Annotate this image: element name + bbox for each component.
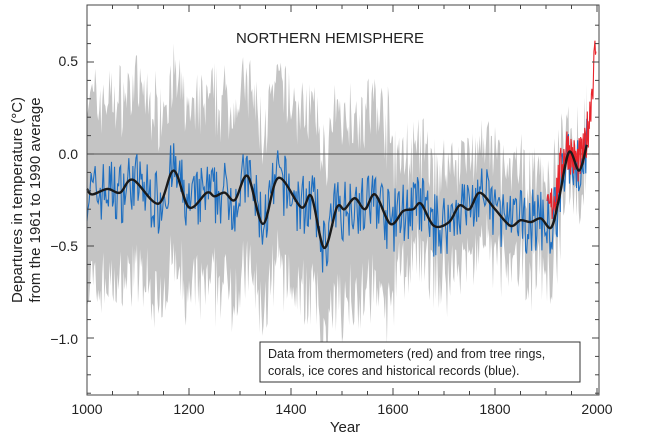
x-tick-label: 1200 [173, 401, 204, 417]
annotation-box: Data from thermometers (red) and from tr… [259, 341, 581, 383]
x-tick-label: 1800 [479, 401, 510, 417]
y-tick-label: −1.0 [50, 331, 78, 347]
y-tick-label: 0.0 [59, 146, 79, 162]
x-tick-label: 2000 [581, 401, 612, 417]
chart-title: NORTHERN HEMISPHERE [236, 30, 424, 47]
x-axis-label: Year [330, 419, 360, 436]
plot-frame [86, 4, 600, 396]
y-tick-label: 0.5 [59, 53, 79, 69]
annotation-line-2: corals, ice cores and historical records… [268, 364, 520, 378]
annotation-line-1: Data from thermometers (red) and from tr… [268, 347, 545, 361]
y-axis-label-2: from the 1961 to 1990 average [27, 97, 44, 302]
axis-ticks [86, 5, 599, 395]
smoothed-curve [85, 144, 588, 250]
x-tick-label: 1600 [377, 401, 408, 417]
x-tick-label: 1000 [71, 401, 102, 417]
y-tick-label: −0.5 [50, 238, 78, 254]
x-tick-label: 1400 [275, 401, 306, 417]
y-axis-label-1: Departures in temperature (°C) [9, 97, 26, 303]
proxy-line [86, 118, 588, 273]
proxy-series [86, 118, 588, 273]
